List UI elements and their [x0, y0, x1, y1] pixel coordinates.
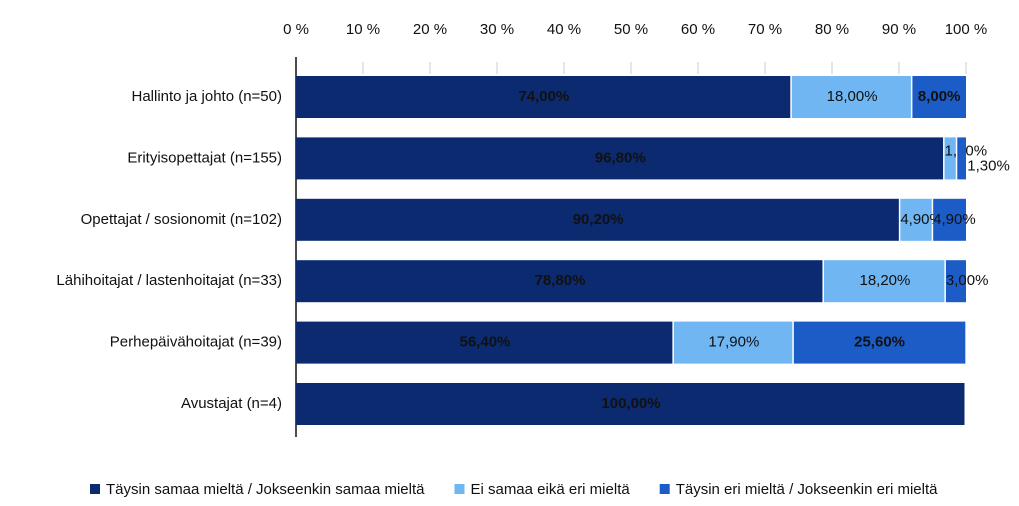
bar-segment — [296, 321, 673, 364]
x-tick-label: 90 % — [882, 21, 916, 38]
category-label: Erityisopettajat (n=155) — [127, 149, 282, 166]
value-label: 96,80% — [595, 149, 646, 166]
category-label: Lähihoitajat / lastenhoitajat (n=33) — [56, 272, 282, 289]
value-label: 74,00% — [518, 88, 569, 105]
legend-label: Täysin samaa mieltä / Jokseenkin samaa m… — [106, 481, 425, 498]
x-tick-label: 40 % — [547, 21, 581, 38]
bar-segment — [296, 260, 823, 303]
bar-segment — [296, 137, 944, 180]
legend-label: Täysin eri mieltä / Jokseenkin eri mielt… — [676, 481, 938, 498]
value-label: 4,90% — [900, 211, 943, 228]
value-label: 78,80% — [535, 272, 586, 289]
bar-segment — [957, 137, 966, 180]
category-label: Avustajat (n=4) — [181, 395, 282, 412]
value-label: 18,20% — [859, 272, 910, 289]
legend-swatch — [90, 484, 100, 494]
bar-segment — [296, 383, 965, 425]
value-label: 18,00% — [827, 88, 878, 105]
x-tick-label: 70 % — [748, 21, 782, 38]
x-tick-label: 80 % — [815, 21, 849, 38]
bar-segment — [912, 76, 966, 118]
x-tick-label: 20 % — [413, 21, 447, 38]
legend-swatch — [659, 484, 670, 494]
bar-segment — [823, 260, 945, 303]
x-tick-label: 0 % — [283, 21, 309, 38]
legend-swatch — [454, 484, 465, 494]
legend-label: Ei samaa eikä eri mieltä — [470, 481, 630, 498]
bar-segment — [673, 321, 793, 364]
value-label: 25,60% — [854, 334, 905, 351]
x-tick-label: 50 % — [614, 21, 648, 38]
value-label: 4,90% — [933, 211, 976, 228]
bar-segment — [933, 198, 966, 241]
x-tick-label: 60 % — [681, 21, 715, 38]
bar-segment — [296, 76, 791, 118]
value-label: 1,30% — [967, 157, 1010, 174]
category-label: Hallinto ja johto (n=50) — [131, 88, 282, 105]
bar-segment — [945, 260, 966, 303]
value-label: 17,90% — [708, 334, 759, 351]
bar-segment — [900, 198, 932, 241]
value-label: 90,20% — [573, 211, 624, 228]
bar-segment — [296, 198, 899, 241]
x-tick-label: 30 % — [480, 21, 514, 38]
value-label: 56,40% — [460, 334, 511, 351]
x-tick-label: 100 % — [945, 21, 988, 38]
value-label: 8,00% — [918, 88, 961, 105]
value-label: 100,00% — [601, 395, 660, 412]
bar-segment — [793, 321, 966, 364]
x-tick-label: 10 % — [346, 21, 380, 38]
category-label: Perhepäivähoitajat (n=39) — [110, 334, 282, 351]
value-label: 3,00% — [946, 272, 989, 289]
category-label: Opettajat / sosionomit (n=102) — [81, 211, 282, 228]
bar-segment — [791, 76, 911, 118]
bar-segment — [944, 137, 956, 180]
